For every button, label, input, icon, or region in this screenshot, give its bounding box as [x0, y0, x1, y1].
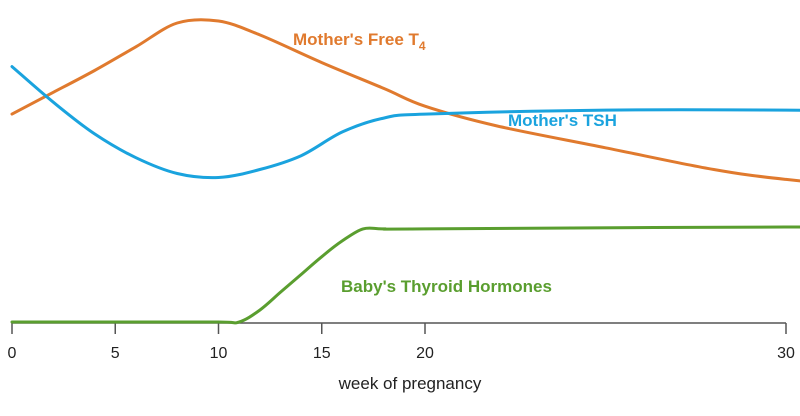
series-label-babys-thyroid-hormones: Baby's Thyroid Hormones: [341, 277, 552, 296]
series-line-1: [10, 65, 800, 180]
x-tick-label: 15: [313, 345, 331, 362]
series-line-0: [10, 18, 800, 183]
series-label-mothers-tsh: Mother's TSH: [508, 111, 617, 130]
series-label-mothers-free-t4: Mother's Free T4: [293, 30, 426, 53]
series-line-2: [10, 225, 800, 325]
x-tick-label: 30: [777, 345, 795, 362]
x-axis-ticks: 051015203040: [8, 323, 795, 362]
x-tick-label: 10: [210, 345, 228, 362]
x-tick-label: 5: [111, 345, 120, 362]
x-tick-label: 20: [416, 345, 434, 362]
series-lines: [10, 18, 800, 325]
x-axis-title: week of pregnancy: [338, 374, 482, 393]
x-tick-label: 0: [8, 345, 17, 362]
